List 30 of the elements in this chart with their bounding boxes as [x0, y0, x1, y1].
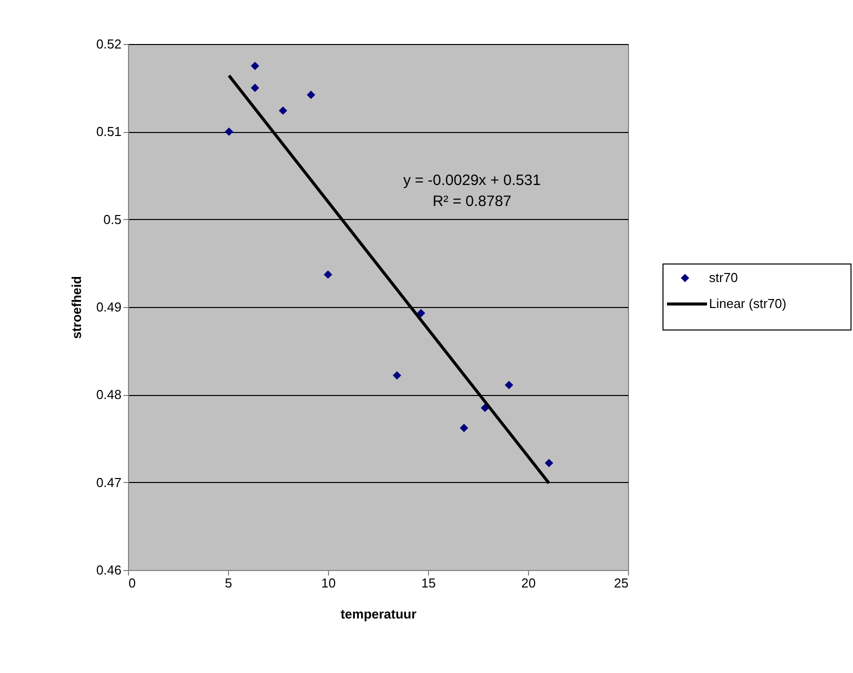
point [250, 62, 260, 70]
point [306, 90, 316, 100]
annotation: R² = 0.8787 [432, 193, 512, 210]
point [544, 458, 554, 468]
x-tick-label: 10 [321, 576, 336, 590]
y-tick-label: 0.46 [96, 562, 122, 578]
x-tick-label: 0 [128, 576, 136, 590]
point [392, 371, 402, 380]
point [250, 84, 260, 92]
point [278, 106, 288, 115]
y-tick-label: 0.49 [96, 300, 122, 314]
point [416, 308, 426, 318]
annotation: y = -0.0029x + 0.531 [403, 172, 541, 189]
point [324, 270, 332, 279]
x-tick-label: 5 [224, 576, 232, 590]
y-axis-title: stroefheid [69, 276, 84, 339]
x-tick-label: 20 [521, 576, 536, 590]
point [224, 127, 234, 136]
y-tick-label: 0.52 [96, 36, 122, 52]
y-tick-label: 0.47 [96, 474, 122, 490]
y-tick-label: 0.51 [96, 124, 122, 140]
y-tick-label: 0.48 [96, 387, 122, 402]
x-axis-title: temperatuur [340, 606, 416, 622]
x-tick-label: 15 [421, 576, 436, 590]
y-tick-label: 0.5 [103, 212, 122, 227]
x-tick-label: 25 [614, 576, 628, 590]
legend-label: str70 [709, 270, 738, 285]
point [504, 380, 514, 390]
legend-label: Linear (str70) [709, 296, 786, 311]
point [460, 424, 468, 432]
